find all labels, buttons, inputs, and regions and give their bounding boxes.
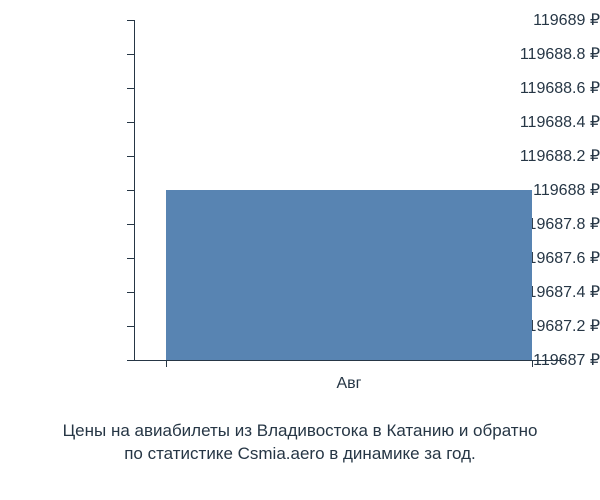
y-tick <box>127 88 134 89</box>
y-tick <box>127 190 134 191</box>
bar <box>166 190 532 360</box>
y-tick <box>127 224 134 225</box>
y-tick <box>127 54 134 55</box>
y-axis-label: 119688.4 ₽ <box>479 112 600 132</box>
y-axis-line <box>134 20 135 360</box>
y-tick <box>127 156 134 157</box>
price-chart: 119687 ₽119687.2 ₽119687.4 ₽119687.6 ₽11… <box>0 0 600 500</box>
x-axis-label: Авг <box>336 375 361 393</box>
y-axis-label: 119689 ₽ <box>479 10 600 30</box>
y-tick <box>127 122 134 123</box>
y-axis-label: 119688.2 ₽ <box>479 146 600 166</box>
y-tick <box>127 258 134 259</box>
caption-line-2: по статистике Csmia.aero в динамике за г… <box>124 444 476 463</box>
y-axis-label: 119688.6 ₽ <box>479 78 600 98</box>
y-axis-label: 119688.8 ₽ <box>479 44 600 64</box>
chart-caption: Цены на авиабилеты из Владивостока в Кат… <box>0 420 600 466</box>
x-tick <box>166 360 167 367</box>
y-tick <box>127 360 134 361</box>
caption-line-1: Цены на авиабилеты из Владивостока в Кат… <box>63 421 538 440</box>
y-tick <box>127 292 134 293</box>
y-tick <box>127 326 134 327</box>
x-tick <box>532 360 533 367</box>
y-tick <box>127 20 134 21</box>
